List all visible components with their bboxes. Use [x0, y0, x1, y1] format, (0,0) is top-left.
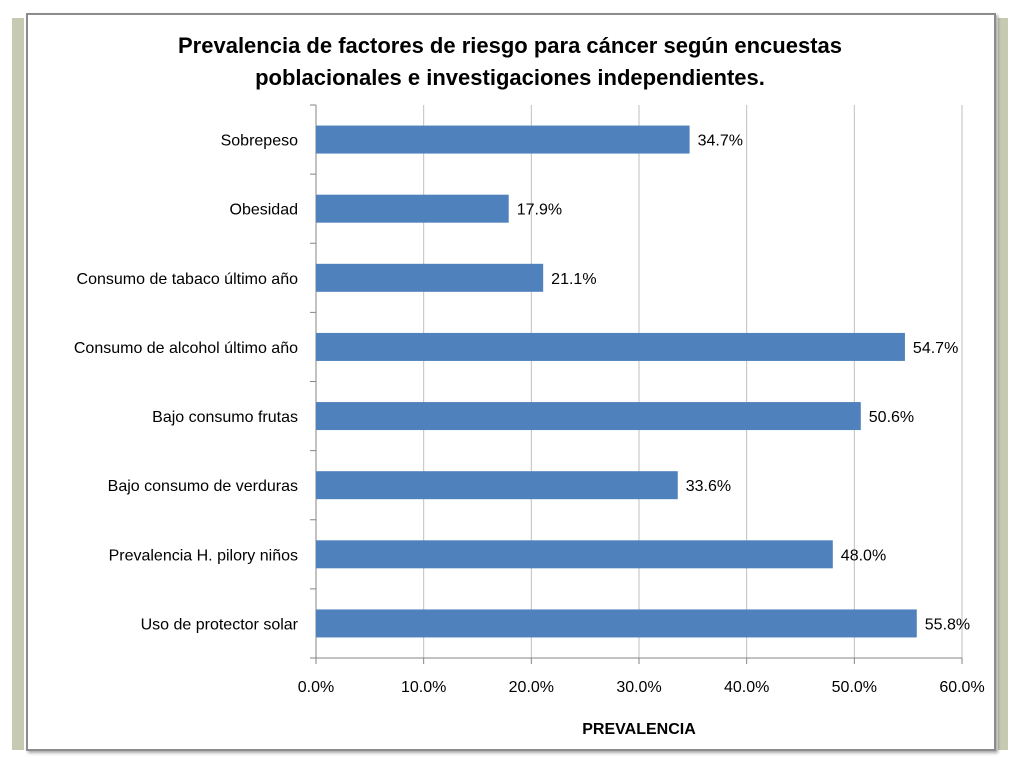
- x-tick-label-5: 50.0%: [832, 679, 877, 696]
- bar-7: [316, 609, 917, 638]
- category-label-4: Bajo consumo frutas: [152, 409, 298, 426]
- x-tick-labels: 0.0% 10.0% 20.0% 30.0% 40.0% 50.0% 60.0%: [298, 679, 985, 696]
- gridlines: [423, 105, 963, 658]
- data-labels: 34.7% 17.9% 21.1% 54.7% 50.6% 33.6% 48.0% 55.8%: [517, 133, 970, 634]
- category-label-2: Consumo de tabaco último año: [77, 271, 299, 288]
- bar-2: [316, 263, 544, 292]
- bar-5: [316, 471, 678, 500]
- bar-4: [316, 402, 861, 431]
- bar-value-label-2: 21.1%: [551, 271, 596, 288]
- chart-title-line-1: Prevalencia de factores de riesgo para c…: [178, 33, 842, 58]
- slide-side-accent-left: [12, 18, 24, 750]
- bar-3: [316, 332, 905, 361]
- bar-value-label-7: 55.8%: [925, 616, 970, 633]
- category-label-7: Uso de protector solar: [141, 616, 299, 633]
- category-label-0: Sobrepeso: [221, 133, 298, 150]
- bar-0: [316, 125, 690, 154]
- x-tick-label-6: 60.0%: [939, 679, 984, 696]
- bar-value-label-6: 48.0%: [841, 547, 886, 564]
- bar-value-label-4: 50.6%: [869, 409, 914, 426]
- bars: [316, 125, 917, 638]
- bar-1: [316, 194, 509, 223]
- x-tick-label-3: 30.0%: [616, 679, 661, 696]
- x-tick-label-0: 0.0%: [298, 679, 334, 696]
- slide-side-accent-right: [998, 18, 1008, 750]
- bar-value-label-0: 34.7%: [698, 133, 743, 150]
- x-axis-title: PREVALENCIA: [582, 721, 696, 738]
- chart-title-line-2: poblacionales e investigaciones independ…: [255, 65, 765, 90]
- x-tick-label-4: 40.0%: [724, 679, 769, 696]
- y-tick-labels: Sobrepeso Obesidad Consumo de tabaco últim…: [74, 133, 299, 634]
- category-label-5: Bajo consumo de verduras: [108, 478, 298, 495]
- bar-value-label-5: 33.6%: [686, 478, 731, 495]
- bar-value-label-3: 54.7%: [913, 340, 958, 357]
- category-label-1: Obesidad: [230, 202, 299, 219]
- category-label-6: Prevalencia H. pilory niños: [109, 547, 298, 564]
- axes: [310, 104, 963, 664]
- chart-title: Prevalencia de factores de riesgo para c…: [60, 30, 960, 94]
- x-tick-label-2: 20.0%: [509, 679, 554, 696]
- x-tick-label-1: 10.0%: [401, 679, 446, 696]
- bar-6: [316, 540, 833, 569]
- category-label-3: Consumo de alcohol último año: [74, 340, 298, 357]
- bar-value-label-1: 17.9%: [517, 202, 562, 219]
